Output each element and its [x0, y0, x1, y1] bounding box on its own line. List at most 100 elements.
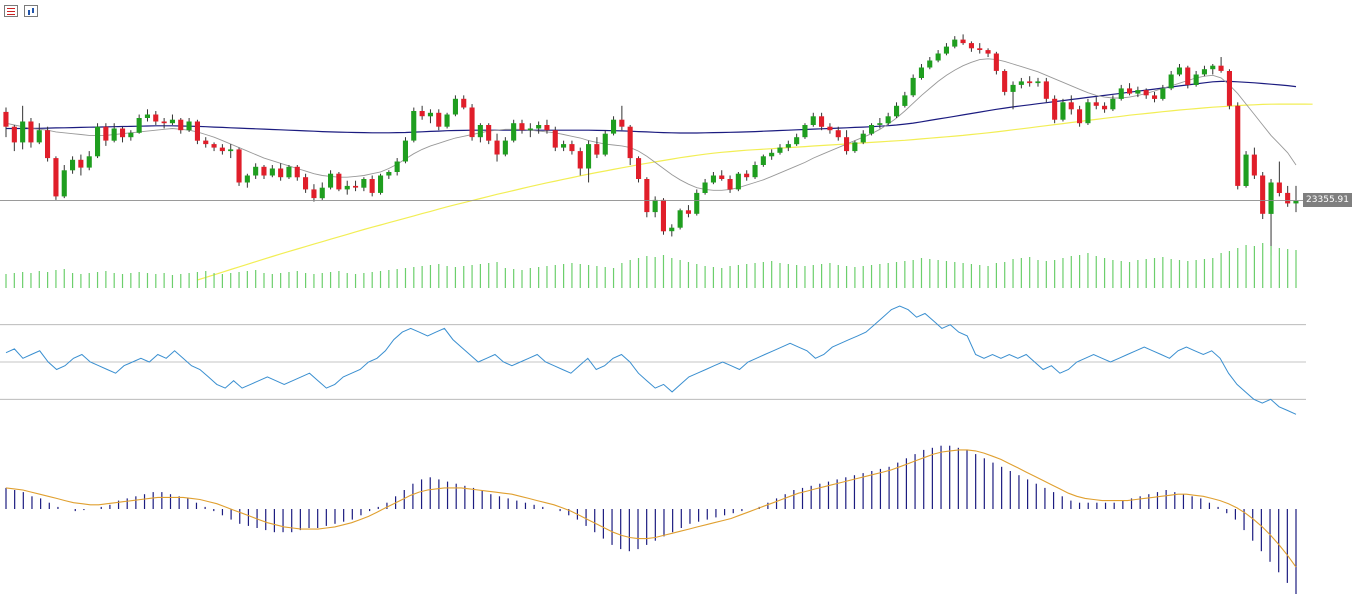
candle-body [752, 165, 758, 178]
candle-body [3, 111, 9, 127]
candle-body [219, 147, 225, 152]
candle-body [269, 168, 275, 176]
candle-body [86, 156, 92, 168]
candle-body [702, 182, 708, 193]
candle-body [977, 48, 983, 50]
toolbar [4, 5, 38, 17]
candle [20, 105, 26, 150]
candle [178, 118, 184, 134]
candle-body [144, 114, 150, 118]
candle [86, 151, 92, 171]
candle [303, 173, 309, 193]
candle-body [769, 152, 775, 157]
candle-body [527, 128, 533, 131]
candle [169, 114, 175, 125]
candle-body [1085, 102, 1091, 124]
candle-body [619, 119, 625, 127]
candle [577, 147, 583, 176]
candle-body [402, 140, 408, 162]
candle-body [1077, 109, 1083, 124]
candle [636, 156, 642, 183]
candle [660, 198, 666, 235]
candle [1210, 64, 1216, 75]
candle [1176, 64, 1182, 77]
candle-body [328, 173, 334, 188]
candle-body [869, 125, 875, 134]
candle-body [1135, 90, 1141, 94]
candle [3, 107, 9, 138]
candle [1027, 76, 1033, 87]
candle [361, 177, 367, 192]
candle [1152, 91, 1158, 103]
candle-body [128, 132, 134, 138]
candle [602, 130, 608, 157]
candle [494, 133, 500, 162]
candle [1185, 65, 1191, 89]
candle [852, 140, 858, 153]
candle-body [169, 119, 175, 124]
candle [819, 112, 825, 131]
candle-body [1102, 105, 1108, 110]
candle [968, 41, 974, 52]
candle [502, 137, 508, 157]
candle-body [1260, 175, 1266, 214]
candle [111, 123, 117, 143]
candle [28, 118, 34, 148]
candle-body [1235, 105, 1241, 186]
rsi-pane [0, 305, 1306, 415]
candle [877, 118, 883, 129]
candle-body [586, 144, 592, 169]
candle [278, 163, 284, 181]
candle [977, 43, 983, 54]
candle-body [1218, 65, 1224, 71]
candle [61, 165, 67, 199]
candle-body [552, 130, 558, 148]
candle-body [486, 125, 492, 141]
candle-body [852, 142, 858, 152]
candle [386, 170, 392, 179]
candle [144, 109, 150, 122]
candle-body [577, 151, 583, 169]
bar-chart-icon[interactable] [24, 5, 38, 17]
candle [436, 109, 442, 131]
candle-body [877, 123, 883, 125]
list-icon[interactable] [4, 5, 18, 17]
candle-body [111, 128, 117, 141]
candle [1118, 84, 1124, 101]
candle [527, 123, 533, 138]
candle [1143, 88, 1149, 99]
candle [835, 126, 841, 141]
candle-body [194, 121, 200, 141]
candle [694, 189, 700, 216]
candle-body [211, 144, 217, 148]
candle [311, 184, 317, 202]
candle [394, 158, 400, 176]
candle [319, 182, 325, 200]
candle [1077, 105, 1083, 127]
candle-body [1226, 71, 1232, 106]
candle-body [968, 43, 974, 49]
candle [70, 156, 76, 174]
candle-body [1068, 102, 1074, 110]
candle [1127, 83, 1133, 96]
candle [752, 161, 758, 179]
candle-body [494, 140, 500, 155]
candle [569, 140, 575, 155]
candle [1085, 98, 1091, 125]
candle [594, 137, 600, 159]
candle-body [602, 133, 608, 155]
candle [1201, 65, 1207, 77]
candle [1276, 161, 1282, 197]
candle [444, 112, 450, 129]
candle [1218, 57, 1224, 73]
candle-body [461, 98, 467, 108]
candle [827, 123, 833, 134]
candle [11, 124, 17, 152]
candle-body [985, 50, 991, 54]
candle [419, 105, 425, 120]
candle [777, 144, 783, 155]
candle-body [1060, 102, 1066, 120]
candle [619, 105, 625, 131]
candle-body [261, 166, 267, 176]
